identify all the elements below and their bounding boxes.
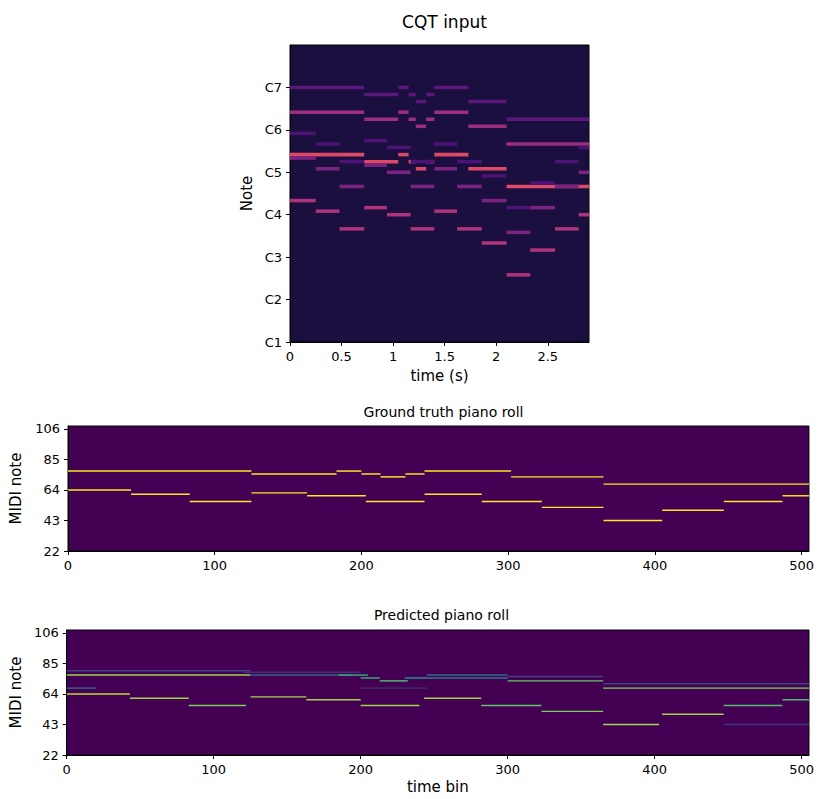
svg-text:C6: C6 — [265, 122, 282, 137]
svg-text:C3: C3 — [265, 250, 282, 265]
svg-text:64: 64 — [43, 482, 60, 497]
svg-text:time (s): time (s) — [410, 367, 468, 385]
svg-text:300: 300 — [496, 558, 521, 573]
svg-text:0: 0 — [63, 762, 71, 777]
svg-text:400: 400 — [642, 558, 667, 573]
svg-text:64: 64 — [42, 686, 59, 701]
svg-text:500: 500 — [789, 558, 814, 573]
svg-text:Note: Note — [238, 176, 256, 212]
svg-text:Ground truth piano roll: Ground truth piano roll — [364, 404, 524, 420]
svg-text:C2: C2 — [265, 292, 282, 307]
svg-text:1.5: 1.5 — [434, 349, 455, 364]
svg-text:300: 300 — [495, 762, 520, 777]
svg-text:C7: C7 — [265, 80, 282, 95]
svg-text:500: 500 — [789, 762, 814, 777]
svg-text:2: 2 — [492, 349, 500, 364]
svg-text:1: 1 — [389, 349, 397, 364]
svg-text:22: 22 — [43, 544, 60, 559]
svg-text:22: 22 — [42, 748, 59, 763]
svg-text:MIDI note: MIDI note — [7, 453, 25, 525]
svg-text:C5: C5 — [265, 165, 282, 180]
svg-text:100: 100 — [202, 558, 227, 573]
svg-text:C4: C4 — [265, 207, 282, 222]
svg-text:85: 85 — [43, 452, 60, 467]
svg-text:106: 106 — [35, 421, 60, 436]
svg-text:200: 200 — [349, 558, 374, 573]
svg-text:200: 200 — [348, 762, 373, 777]
svg-text:Predicted piano roll: Predicted piano roll — [374, 607, 509, 623]
svg-text:0: 0 — [64, 558, 72, 573]
svg-text:400: 400 — [642, 762, 667, 777]
svg-text:100: 100 — [201, 762, 226, 777]
svg-text:0: 0 — [286, 349, 294, 364]
svg-text:0.5: 0.5 — [331, 349, 352, 364]
svg-text:CQT input: CQT input — [402, 12, 487, 32]
svg-text:85: 85 — [42, 656, 59, 671]
svg-text:43: 43 — [43, 513, 60, 528]
svg-text:time bin: time bin — [407, 778, 469, 796]
svg-text:2.5: 2.5 — [537, 349, 558, 364]
svg-text:C1: C1 — [265, 335, 282, 350]
svg-text:43: 43 — [42, 717, 59, 732]
svg-text:MIDI note: MIDI note — [7, 657, 25, 729]
svg-text:106: 106 — [34, 625, 59, 640]
